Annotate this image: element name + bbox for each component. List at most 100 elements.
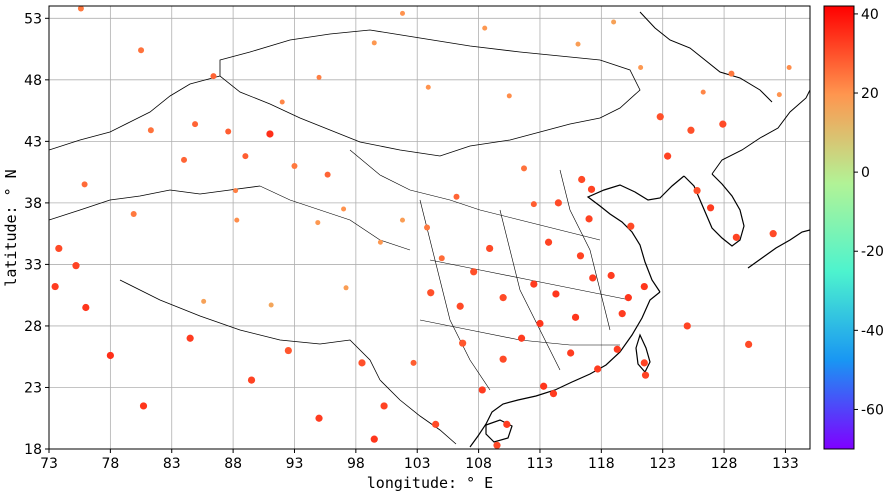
station-point-75 [425,84,431,90]
y-tick-label-4: 38 [24,196,42,212]
station-point-76 [371,40,377,46]
station-point-63 [315,414,323,422]
station-point-21 [315,220,321,226]
hainan [485,419,513,443]
station-point-24 [147,127,154,134]
colorbar-tick-label-3: -20 [861,244,884,260]
station-point-78 [279,99,285,105]
station-point-33 [540,382,548,390]
mongolia-border [219,29,641,157]
station-point-50 [706,204,715,212]
station-point-46 [486,244,494,253]
station-point-4 [324,171,331,178]
station-point-10 [656,113,664,121]
station-point-34 [549,390,558,398]
station-point-44 [427,289,435,297]
station-point-51 [732,233,740,241]
west-border [49,75,221,151]
station-point-95 [377,239,383,245]
y-tick-label-6: 48 [24,73,42,89]
station-point-71 [776,92,782,98]
station-point-19 [424,224,431,231]
tibet-border [119,279,381,381]
station-point-61 [186,334,194,342]
station-point-35 [613,345,621,353]
station-point-12 [664,152,672,160]
russia-border [639,11,773,103]
x-tick-label-6: 103 [404,456,431,472]
station-point-45 [456,302,464,310]
station-point-39 [607,271,615,280]
station-point-9 [700,89,706,95]
x-tick-label-9: 118 [588,456,615,472]
station-point-23 [192,121,199,128]
station-point-16 [530,201,537,208]
x-tick-label-8: 113 [527,456,554,472]
colorbar-ticks: 40 20 0 -20 -40 -60 [854,7,884,418]
station-point-86 [517,334,526,342]
station-point-81 [284,346,292,355]
station-point-85 [499,355,507,363]
province-lines-7 [259,185,411,251]
station-point-42 [536,319,544,328]
x-tick-label-2: 83 [163,456,181,472]
colorbar-tick-label-1: 20 [861,86,879,102]
x-tick-label-10: 123 [649,456,676,472]
station-point-55 [493,441,501,449]
province-lines-5 [429,259,631,301]
station-point-54 [503,420,511,428]
station-point-27 [233,188,239,194]
station-point-43 [571,313,580,321]
x-tick-label-3: 88 [224,456,242,472]
colorbar [823,5,855,450]
station-point-1 [138,47,145,54]
station-point-59 [82,303,90,312]
station-point-38 [640,282,648,291]
station-point-17 [521,165,528,172]
station-point-15 [554,199,562,207]
station-point-66 [72,262,80,270]
y-tick-label-2: 28 [24,319,42,335]
x-tick-label-4: 93 [286,456,304,472]
kazakh-border [49,185,261,221]
station-point-11 [719,120,727,128]
coastline-north [586,175,685,293]
station-point-8 [638,65,644,71]
station-point-20 [399,217,405,223]
coastline [469,291,661,448]
station-point-91 [530,280,538,288]
station-point-31 [459,339,467,347]
colorbar-tick-label-2: 0 [861,165,870,181]
station-point-22 [225,128,232,135]
x-axis-ticks: 73 78 83 88 93 98 103 108 113 118 123 128 133 [40,449,799,472]
y-axis-label: latitude: ° N [2,169,20,286]
station-point-52 [693,186,701,195]
province-lines-2 [419,199,491,391]
station-point-49 [627,222,635,230]
x-tick-label-11: 128 [711,456,738,472]
station-point-72 [786,65,792,71]
grid-lines [48,6,810,450]
colorbar-tick-label-0: 40 [861,7,879,23]
station-point-30 [410,359,417,366]
province-lines-3 [499,209,561,371]
station-point-5 [399,10,405,16]
station-point-82 [358,359,366,367]
southwest-border [379,379,457,445]
station-point-13 [578,175,586,184]
station-point-58 [683,322,691,330]
northeast-border [711,89,810,175]
station-point-60 [106,351,114,360]
station-point-70 [728,70,735,77]
station-point-7 [575,41,581,47]
station-point-41 [552,290,560,298]
station-point-74 [506,93,512,99]
korea [683,173,745,247]
x-tick-label-5: 98 [347,456,365,472]
station-point-84 [432,420,440,428]
station-point-90 [576,252,585,260]
station-point-89 [618,310,626,318]
y-tick-label-7: 53 [24,11,42,27]
